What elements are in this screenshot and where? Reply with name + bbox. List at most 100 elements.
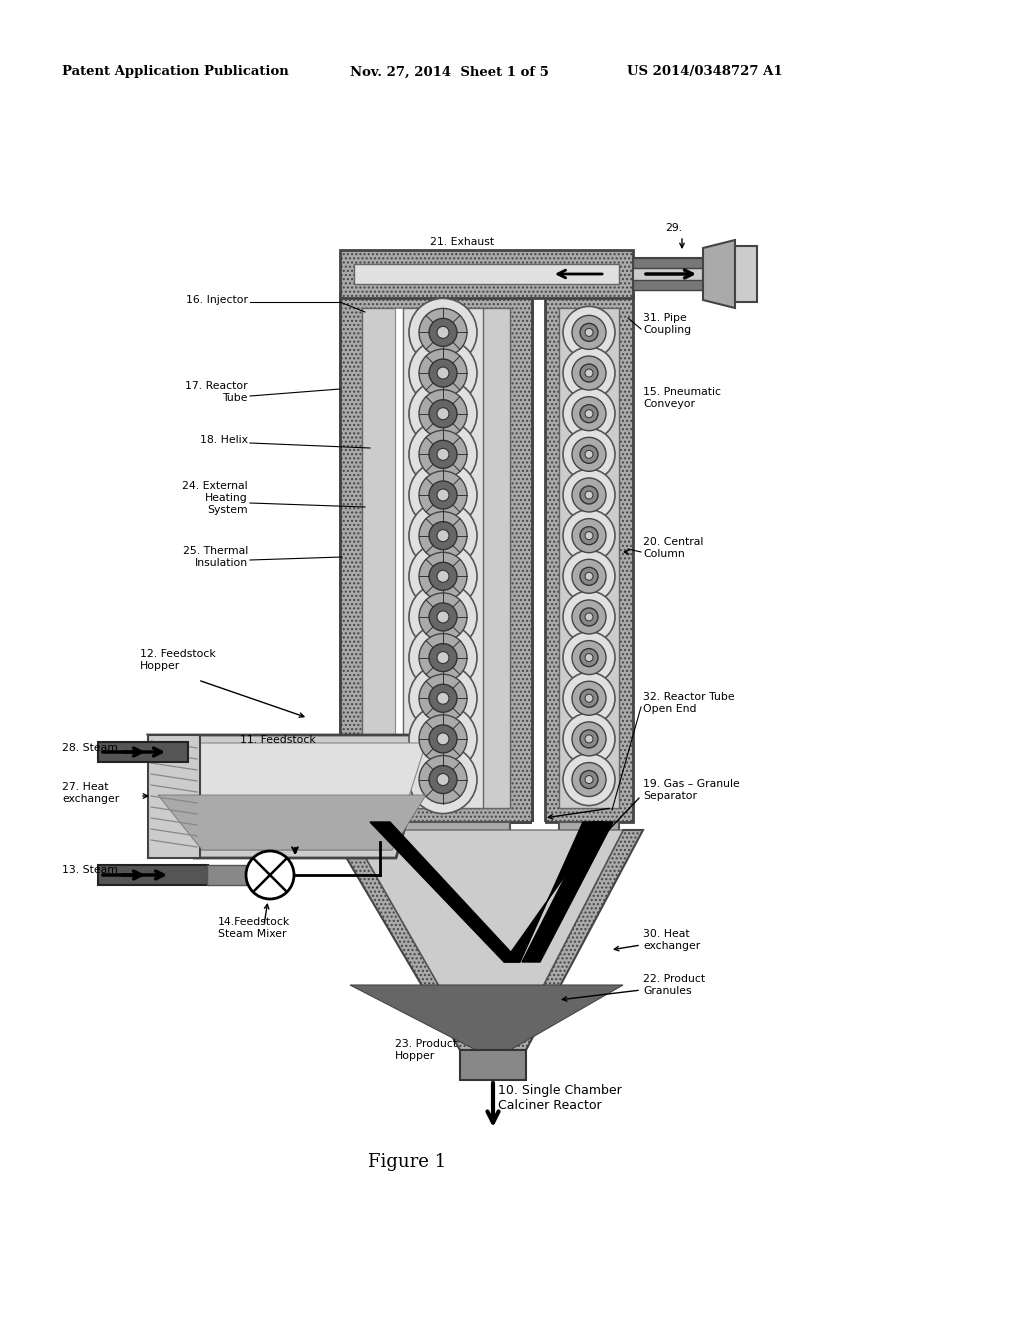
Circle shape: [580, 445, 598, 463]
Text: Nov. 27, 2014  Sheet 1 of 5: Nov. 27, 2014 Sheet 1 of 5: [350, 66, 549, 78]
Bar: [98, 742, 188, 762]
Polygon shape: [148, 735, 432, 858]
Circle shape: [572, 315, 606, 350]
Text: 11. Feedstock: 11. Feedstock: [240, 735, 315, 744]
Circle shape: [419, 512, 467, 560]
Polygon shape: [504, 822, 603, 962]
Circle shape: [563, 754, 615, 805]
Polygon shape: [350, 830, 623, 1049]
Circle shape: [580, 689, 598, 708]
Circle shape: [563, 631, 615, 684]
Circle shape: [419, 634, 467, 681]
Text: 16. Injector: 16. Injector: [186, 294, 248, 305]
Circle shape: [437, 529, 449, 541]
Circle shape: [419, 755, 467, 804]
Text: 19. Gas – Granule
Separator: 19. Gas – Granule Separator: [643, 779, 739, 801]
Circle shape: [429, 359, 457, 387]
Circle shape: [563, 469, 615, 521]
Text: 22. Product
Granules: 22. Product Granules: [643, 974, 706, 995]
Circle shape: [409, 583, 477, 651]
Circle shape: [419, 348, 467, 397]
Bar: [395, 308, 403, 808]
Bar: [340, 249, 633, 298]
Text: 29.: 29.: [665, 223, 682, 234]
Bar: [633, 280, 703, 290]
Circle shape: [585, 694, 593, 702]
Circle shape: [572, 356, 606, 389]
Circle shape: [409, 461, 477, 529]
Circle shape: [572, 519, 606, 553]
Bar: [354, 264, 618, 284]
Bar: [633, 257, 703, 268]
Circle shape: [572, 681, 606, 715]
Text: 27. Heat
exchanger: 27. Heat exchanger: [62, 783, 119, 804]
Circle shape: [572, 478, 606, 512]
Bar: [532, 822, 545, 838]
Circle shape: [409, 298, 477, 367]
Polygon shape: [703, 240, 735, 308]
Circle shape: [419, 471, 467, 519]
Text: 25. Thermal
Insulation: 25. Thermal Insulation: [182, 546, 248, 568]
Polygon shape: [330, 830, 476, 1049]
Circle shape: [429, 441, 457, 469]
Circle shape: [437, 774, 449, 785]
Text: 32. Reactor Tube
Open End: 32. Reactor Tube Open End: [643, 692, 734, 714]
Circle shape: [409, 746, 477, 813]
Text: 20. Central
Column: 20. Central Column: [643, 537, 703, 558]
Text: 17. Reactor
Tube: 17. Reactor Tube: [185, 381, 248, 403]
Text: Figure 1: Figure 1: [368, 1152, 446, 1171]
Circle shape: [572, 560, 606, 593]
Circle shape: [585, 450, 593, 458]
Text: 31. Pipe
Coupling: 31. Pipe Coupling: [643, 313, 691, 335]
Circle shape: [419, 675, 467, 722]
Circle shape: [580, 771, 598, 788]
Circle shape: [419, 430, 467, 478]
Text: Patent Application Publication: Patent Application Publication: [62, 66, 289, 78]
Circle shape: [429, 684, 457, 713]
Bar: [460, 1049, 526, 1080]
Bar: [362, 308, 510, 808]
Text: 13. Steam: 13. Steam: [62, 865, 118, 875]
Circle shape: [580, 323, 598, 342]
Bar: [362, 822, 510, 838]
Bar: [340, 294, 532, 822]
Circle shape: [563, 713, 615, 764]
Circle shape: [429, 766, 457, 793]
Circle shape: [585, 532, 593, 540]
Text: 10. Single Chamber
Calciner Reactor: 10. Single Chamber Calciner Reactor: [498, 1084, 622, 1111]
Circle shape: [419, 715, 467, 763]
Circle shape: [585, 653, 593, 661]
Circle shape: [585, 491, 593, 499]
Bar: [98, 865, 208, 884]
Circle shape: [409, 502, 477, 570]
Circle shape: [437, 367, 449, 379]
Circle shape: [429, 400, 457, 428]
Polygon shape: [522, 822, 613, 962]
Circle shape: [585, 370, 593, 378]
Circle shape: [572, 601, 606, 634]
Circle shape: [409, 420, 477, 488]
Circle shape: [419, 593, 467, 642]
Circle shape: [437, 449, 449, 461]
Circle shape: [585, 735, 593, 743]
Circle shape: [580, 405, 598, 422]
Circle shape: [563, 306, 615, 359]
Circle shape: [572, 397, 606, 430]
Circle shape: [409, 543, 477, 610]
Circle shape: [563, 388, 615, 440]
Circle shape: [409, 339, 477, 407]
Circle shape: [419, 389, 467, 438]
Circle shape: [580, 486, 598, 504]
Circle shape: [437, 488, 449, 502]
Text: 14.Feedstock
Steam Mixer: 14.Feedstock Steam Mixer: [218, 917, 290, 939]
Circle shape: [585, 573, 593, 581]
Text: 21. Exhaust: 21. Exhaust: [430, 238, 495, 247]
Text: US 2014/0348727 A1: US 2014/0348727 A1: [627, 66, 782, 78]
Text: 15. Pneumatic
Conveyor: 15. Pneumatic Conveyor: [643, 387, 721, 409]
Circle shape: [409, 664, 477, 733]
Circle shape: [437, 570, 449, 582]
Text: 28. Steam: 28. Steam: [62, 743, 118, 752]
Polygon shape: [370, 822, 520, 962]
Circle shape: [585, 409, 593, 417]
Circle shape: [429, 644, 457, 672]
